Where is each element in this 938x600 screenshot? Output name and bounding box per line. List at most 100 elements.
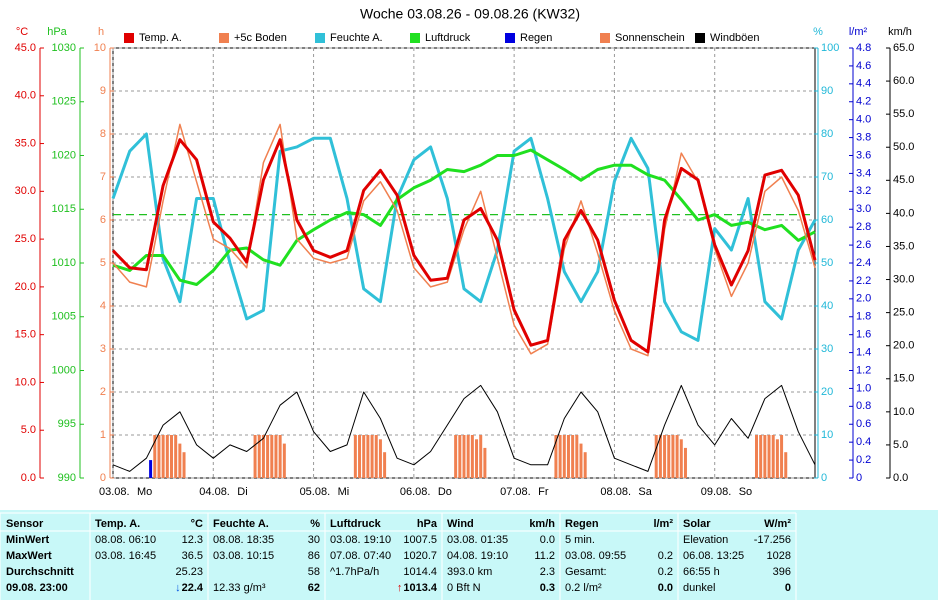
cell-label: dunkel xyxy=(683,582,715,594)
x-day-label: So xyxy=(739,486,752,498)
y-tick-label: 0 xyxy=(856,472,862,484)
y-tick-label: 0 xyxy=(821,472,827,484)
bar xyxy=(257,435,261,478)
row-label: Sensor xyxy=(6,518,44,530)
y-tick-label: 80 xyxy=(821,128,833,140)
cell-value: 62 xyxy=(308,582,320,594)
y-tick-label: 40.0 xyxy=(15,90,36,102)
cell-value: 30 xyxy=(308,534,320,546)
bar xyxy=(458,435,462,478)
y-tick-label: 60 xyxy=(821,214,833,226)
row-label: MaxWert xyxy=(6,550,52,562)
bar xyxy=(353,435,357,478)
legend-swatch xyxy=(600,33,610,43)
cell-label: 03.08. 09:55 xyxy=(565,550,626,562)
bar xyxy=(149,460,153,478)
cell-label: 66:55 h xyxy=(683,566,720,578)
y-tick-label: 3.8 xyxy=(856,131,871,143)
y-tick-label: 0 xyxy=(100,472,106,484)
x-day-label: Fr xyxy=(538,486,549,498)
bar xyxy=(153,435,157,478)
y-tick-label: 10.0 xyxy=(893,406,914,418)
row-label: Durchschnitt xyxy=(6,566,74,578)
y-tick-label: 3.2 xyxy=(856,185,871,197)
row-label: MinWert xyxy=(6,534,50,546)
legend-swatch xyxy=(695,33,705,43)
cell-value: 1013.4 xyxy=(403,582,438,594)
column-header: Luftdruck xyxy=(330,518,382,530)
cell-value: 396 xyxy=(773,566,791,578)
y-tick-label: 4.2 xyxy=(856,96,871,108)
legend-label: Luftdruck xyxy=(425,32,471,44)
y-tick-label: 3.0 xyxy=(856,203,871,215)
bar xyxy=(370,435,374,478)
cell-label: Gesamt: xyxy=(565,566,607,578)
y-tick-label: 45.0 xyxy=(15,42,36,54)
cell-value: 58 xyxy=(308,566,320,578)
column-header: Feuchte A. xyxy=(213,518,269,530)
y-tick-label: 4.8 xyxy=(856,42,871,54)
legend-label: Feuchte A. xyxy=(330,32,383,44)
bar xyxy=(579,443,583,478)
cell-label: Elevation xyxy=(683,534,728,546)
y-tick-label: 65.0 xyxy=(893,42,914,54)
bar xyxy=(679,439,683,478)
chart-title: Woche 03.08.26 - 09.08.26 (KW32) xyxy=(360,6,580,22)
bar xyxy=(261,435,265,478)
bar xyxy=(562,435,566,478)
bar xyxy=(663,435,667,478)
y-tick-label: 20.0 xyxy=(893,340,914,352)
legend-swatch xyxy=(124,33,134,43)
y-tick-label: 1.0 xyxy=(856,382,871,394)
y-tick-label: 25.0 xyxy=(893,307,914,319)
bar xyxy=(165,435,169,478)
cell-label: 393.0 km xyxy=(447,566,492,578)
y-tick-label: 4.4 xyxy=(856,78,871,90)
bar xyxy=(362,435,366,478)
cell-label: 08.08. 18:35 xyxy=(213,534,274,546)
x-day-label: Di xyxy=(237,486,247,498)
y-tick-label: 40.0 xyxy=(893,207,914,219)
y-tick-label: 5.0 xyxy=(21,424,36,436)
y-tick-label: 2.2 xyxy=(856,275,871,287)
bar xyxy=(282,443,286,478)
axis-unit: °C xyxy=(16,26,28,38)
y-tick-label: 0.2 xyxy=(856,454,871,466)
axis-unit: % xyxy=(813,26,823,38)
bar xyxy=(161,435,165,478)
bar xyxy=(270,435,274,478)
y-tick-label: 1030 xyxy=(52,42,76,54)
y-tick-label: 3.4 xyxy=(856,167,871,179)
bar xyxy=(479,435,483,478)
y-tick-label: 1015 xyxy=(52,203,76,215)
bar xyxy=(658,435,662,478)
x-tick-label: 05.08. xyxy=(300,486,331,498)
bar xyxy=(358,435,362,478)
cell-value: 11.2 xyxy=(534,550,555,562)
y-tick-label: 1.2 xyxy=(856,364,871,376)
y-tick-label: 50 xyxy=(821,257,833,269)
bar xyxy=(466,435,470,478)
bar xyxy=(378,439,382,478)
bar xyxy=(771,435,775,478)
axis-unit: km/h xyxy=(888,26,912,38)
y-tick-label: 990 xyxy=(58,472,76,484)
bar xyxy=(483,447,487,478)
column-header: Regen xyxy=(565,518,599,530)
y-tick-label: 50.0 xyxy=(893,141,914,153)
y-tick-label: 1.8 xyxy=(856,311,871,323)
y-tick-label: 1010 xyxy=(52,257,76,269)
y-tick-label: 2.6 xyxy=(856,239,871,251)
x-tick-label: 03.08. xyxy=(99,486,130,498)
cell-label: 0.2 l/m² xyxy=(565,582,602,594)
column-unit: hPa xyxy=(417,518,438,530)
cell-value: 0.2 xyxy=(658,550,673,562)
cell-label: 07.08. 07:40 xyxy=(330,550,391,562)
cell-value: 2.3 xyxy=(540,566,555,578)
column-unit: W/m² xyxy=(764,518,791,530)
bar xyxy=(775,439,779,478)
bar xyxy=(454,435,458,478)
series-line xyxy=(111,132,817,342)
column-unit: °C xyxy=(191,518,203,530)
y-tick-label: 45.0 xyxy=(893,174,914,186)
